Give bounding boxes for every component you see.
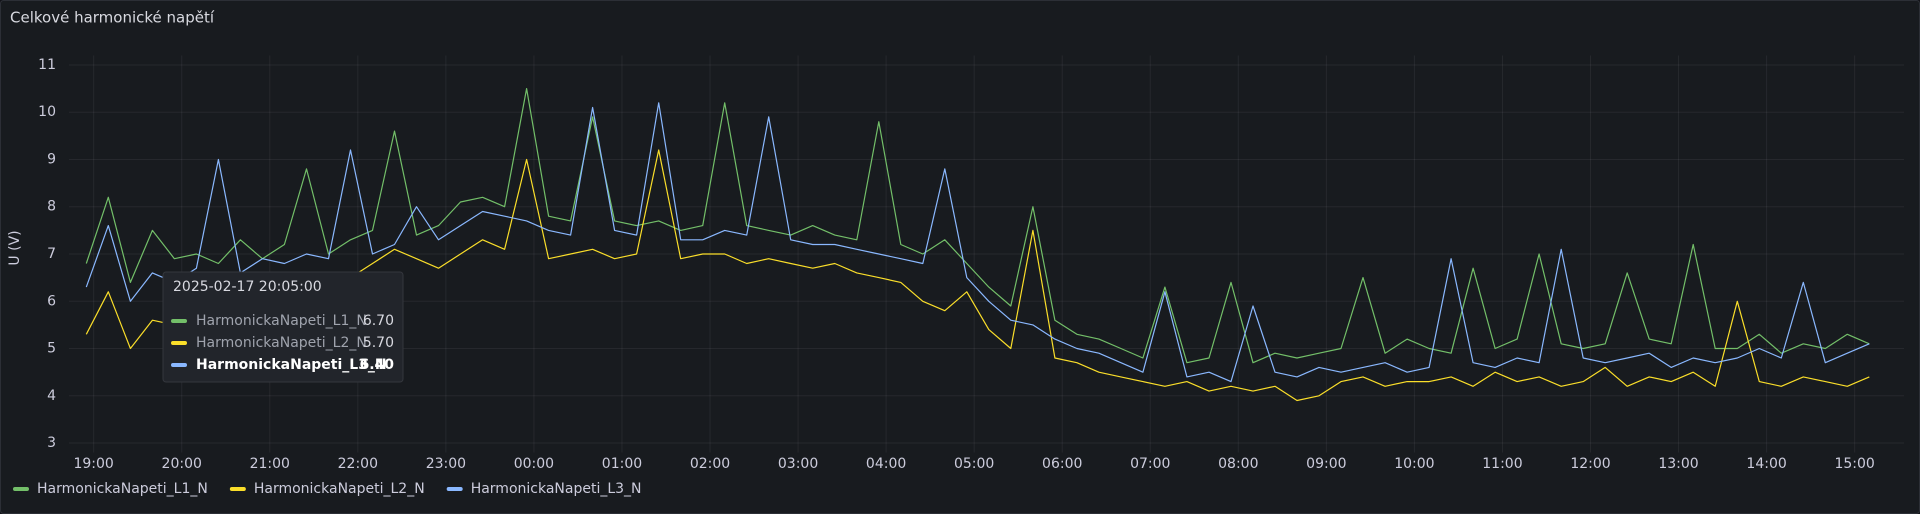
y-tick-label: 5: [47, 341, 56, 357]
x-tick-label: 08:00: [1218, 456, 1258, 472]
x-tick-label: 02:00: [690, 456, 730, 472]
y-axis-label: U (V): [7, 230, 23, 265]
y-tick-label: 8: [47, 199, 56, 215]
tooltip-value: 6.70: [363, 313, 394, 329]
x-tick-label: 13:00: [1658, 456, 1698, 472]
x-tick-label: 22:00: [338, 456, 378, 472]
x-tick-label: 03:00: [778, 456, 818, 472]
legend-label[interactable]: HarmonickaNapeti_L1_N: [37, 481, 208, 497]
y-tick-label: 11: [38, 57, 56, 73]
tooltip: 2025-02-17 20:05:00 HarmonickaNapeti_L1_N…: [162, 271, 404, 383]
series-line: [85, 149, 1870, 402]
y-tick-label: 10: [38, 104, 56, 120]
tooltip-series-name: HarmonickaNapeti_L2_N: [196, 335, 367, 351]
x-tick-label: 04:00: [866, 456, 906, 472]
tooltip-title: 2025-02-17 20:05:00: [173, 279, 322, 295]
x-tick-label: 09:00: [1306, 456, 1346, 472]
tooltip-series-name: HarmonickaNapeti_L3_N: [196, 357, 387, 373]
x-tick-label: 00:00: [514, 456, 554, 472]
y-tick-label: 7: [47, 246, 56, 262]
y-tick-label: 4: [47, 388, 56, 404]
series-line: [85, 88, 1870, 364]
plot: [85, 88, 1870, 402]
panel-title: Celkové harmonické napětí: [10, 9, 215, 27]
legend[interactable]: HarmonickaNapeti_L1_N HarmonickaNapeti_L2…: [13, 481, 642, 497]
x-tick-label: 20:00: [162, 456, 202, 472]
tooltip-value: 6.40: [359, 357, 394, 373]
x-tick-label: 01:00: [602, 456, 642, 472]
tooltip-value: 5.70: [363, 335, 394, 351]
y-tick-label: 6: [47, 293, 56, 309]
x-tick-label: 11:00: [1482, 456, 1522, 472]
x-tick-label: 15:00: [1834, 456, 1874, 472]
x-tick-label: 10:00: [1394, 456, 1434, 472]
tooltip-series-name: HarmonickaNapeti_L1_N: [196, 313, 367, 329]
x-tick-label: 05:00: [954, 456, 994, 472]
x-tick-label: 21:00: [250, 456, 290, 472]
series-line: [85, 102, 1870, 383]
x-tick-label: 19:00: [73, 456, 113, 472]
x-tick-label: 14:00: [1746, 456, 1786, 472]
legend-label[interactable]: HarmonickaNapeti_L3_N: [471, 481, 642, 497]
grid: 3 4 5 6 7 8 9 10 11 19:00 20:00 21:00 22:00 23:00 00:0…: [38, 55, 1904, 472]
y-tick-label: 3: [47, 435, 56, 451]
x-tick-label: 07:00: [1130, 456, 1170, 472]
x-tick-label: 06:00: [1042, 456, 1082, 472]
y-tick-label: 9: [47, 151, 56, 167]
legend-label[interactable]: HarmonickaNapeti_L2_N: [254, 481, 425, 497]
x-tick-label: 23:00: [426, 456, 466, 472]
tooltip-box: [162, 271, 404, 383]
x-tick-label: 12:00: [1570, 456, 1610, 472]
